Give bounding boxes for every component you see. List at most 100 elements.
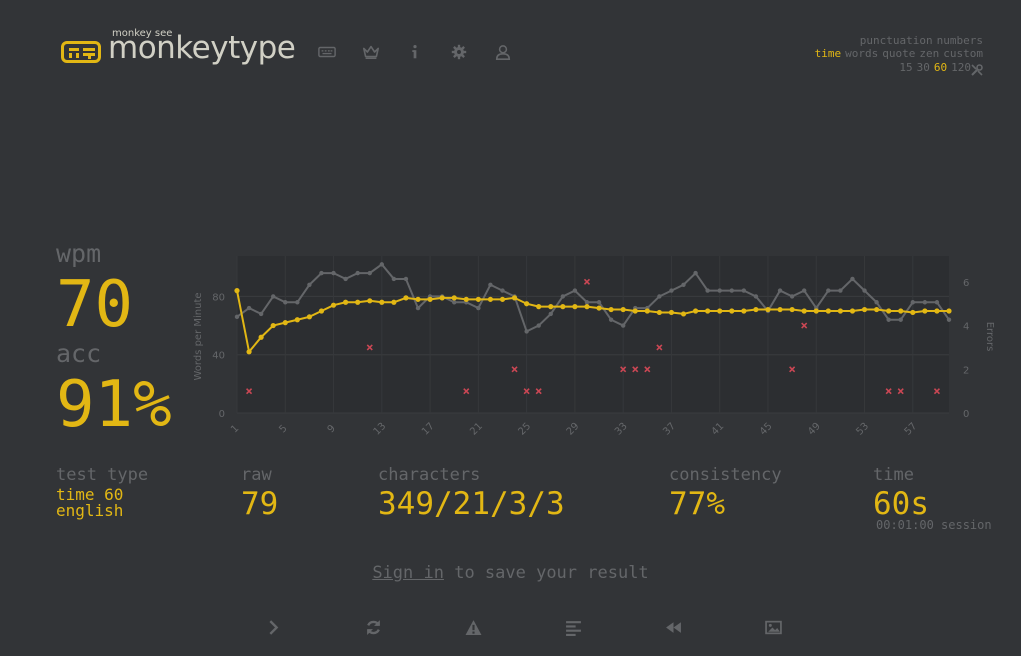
raw-point [319, 270, 324, 276]
wpm-point [367, 298, 373, 304]
duration-15[interactable]: 15 [899, 61, 913, 74]
raw-point [271, 294, 276, 299]
keyboard-icon[interactable] [316, 41, 338, 63]
error-mark [511, 366, 518, 373]
wpm-point [511, 295, 518, 301]
error-mark [933, 388, 940, 395]
wpm-point [560, 304, 566, 310]
raw-point [886, 317, 891, 322]
wrench-icon[interactable] [971, 61, 983, 76]
wpm-point [813, 308, 819, 314]
y-tick-label: 40 [212, 351, 225, 362]
characters-value[interactable]: 349/21/3/3 [378, 486, 565, 522]
signin-link[interactable]: Sign in [372, 563, 444, 583]
raw-point [620, 323, 626, 328]
raw-point [922, 300, 928, 305]
raw-point [777, 288, 783, 293]
x-tick-label: 45 [758, 421, 775, 438]
error-mark-stroke [535, 388, 542, 395]
next-test-icon [268, 619, 278, 635]
x-tick-label: 57 [903, 421, 920, 438]
error-mark [801, 322, 808, 329]
wpm-point [861, 306, 868, 313]
wpm-point [632, 308, 638, 314]
time-label: time [873, 465, 914, 485]
error-mark [632, 366, 639, 373]
wpm-point [536, 304, 542, 310]
logo-text[interactable]: monkeytype [108, 30, 296, 66]
raw-point [850, 276, 855, 282]
error-mark [523, 388, 530, 395]
config-row-modifiers: punctuation numbers [856, 34, 983, 47]
duration-60[interactable]: 60 [933, 61, 948, 74]
raw-point [729, 288, 734, 293]
x-tick-label: 33 [613, 421, 630, 438]
x-tick-label: 29 [565, 421, 582, 438]
x-tick-label: 25 [516, 421, 533, 438]
error-mark-stroke [620, 366, 627, 373]
acc-value[interactable]: 91% [56, 368, 172, 442]
y2-axis-label: Errors [984, 322, 995, 352]
error-mark-stroke [511, 366, 518, 373]
mode-quote[interactable]: quote [882, 47, 916, 60]
config-punctuation[interactable]: punctuation [859, 34, 933, 47]
logo-icon[interactable] [61, 41, 101, 63]
wpm-chart[interactable]: 0 40 80 1 5 9 13 17 21 25 29 33 37 41 45 49 53 57 0 2 4 6 Word… [185, 248, 1000, 448]
mode-words[interactable]: words [845, 47, 879, 60]
error-mark [885, 388, 892, 395]
wpm-point [451, 295, 457, 301]
signin-prompt: Sign in to save your result [0, 563, 1021, 583]
next-test-button[interactable] [262, 617, 284, 637]
raw-point [331, 270, 336, 276]
raw-point [789, 294, 795, 299]
raw-value[interactable]: 79 [241, 486, 279, 522]
restart-button[interactable] [362, 617, 384, 637]
duration-30[interactable]: 30 [916, 61, 930, 74]
time-value[interactable]: 60s [873, 486, 929, 522]
report-button[interactable] [462, 617, 484, 637]
x-tick-label: 49 [806, 421, 823, 438]
x-tick-label: 41 [710, 421, 727, 438]
wpm-point [729, 308, 735, 314]
error-mark [583, 278, 591, 285]
wpm-value[interactable]: 70 [56, 268, 134, 342]
crown-icon[interactable] [360, 41, 382, 63]
duration-120[interactable]: 120 [951, 61, 971, 74]
raw-point [705, 288, 710, 293]
wpm-point [668, 309, 675, 316]
mode-zen[interactable]: zen [919, 47, 940, 60]
wpm-point [837, 308, 843, 314]
wpm-point [584, 304, 590, 310]
user-icon[interactable] [492, 41, 514, 63]
raw-point [548, 311, 553, 317]
wpm-point [499, 296, 506, 302]
config-numbers[interactable]: numbers [936, 34, 983, 47]
consistency-value[interactable]: 77% [669, 486, 725, 522]
y-axis-label: Words per Minute [193, 292, 204, 380]
error-mark-stroke [897, 388, 904, 395]
wpm-point [415, 296, 421, 302]
mode-time[interactable]: time [814, 47, 842, 60]
wpm-point [294, 317, 300, 323]
word-history-button[interactable] [562, 617, 584, 637]
raw-point [536, 323, 541, 328]
screenshot-button[interactable] [762, 617, 784, 637]
gear-icon[interactable] [448, 41, 470, 63]
wpm-point [343, 299, 349, 305]
wpm-point [379, 299, 385, 305]
wpm-point [825, 308, 831, 314]
raw-point [560, 294, 566, 299]
wpm-point [487, 296, 494, 302]
error-mark [789, 366, 796, 373]
test-type-label: test type [56, 465, 149, 485]
wpm-point [596, 305, 602, 311]
error-mark-stroke [523, 388, 530, 395]
error-mark-stroke [656, 344, 663, 351]
info-icon[interactable] [404, 41, 426, 63]
y2-tick-label: 0 [963, 409, 969, 420]
replay-button[interactable] [662, 617, 684, 637]
wpm-point [922, 308, 928, 314]
wpm-point [234, 288, 240, 294]
wpm-point [246, 349, 252, 355]
mode-custom[interactable]: custom [943, 47, 983, 60]
